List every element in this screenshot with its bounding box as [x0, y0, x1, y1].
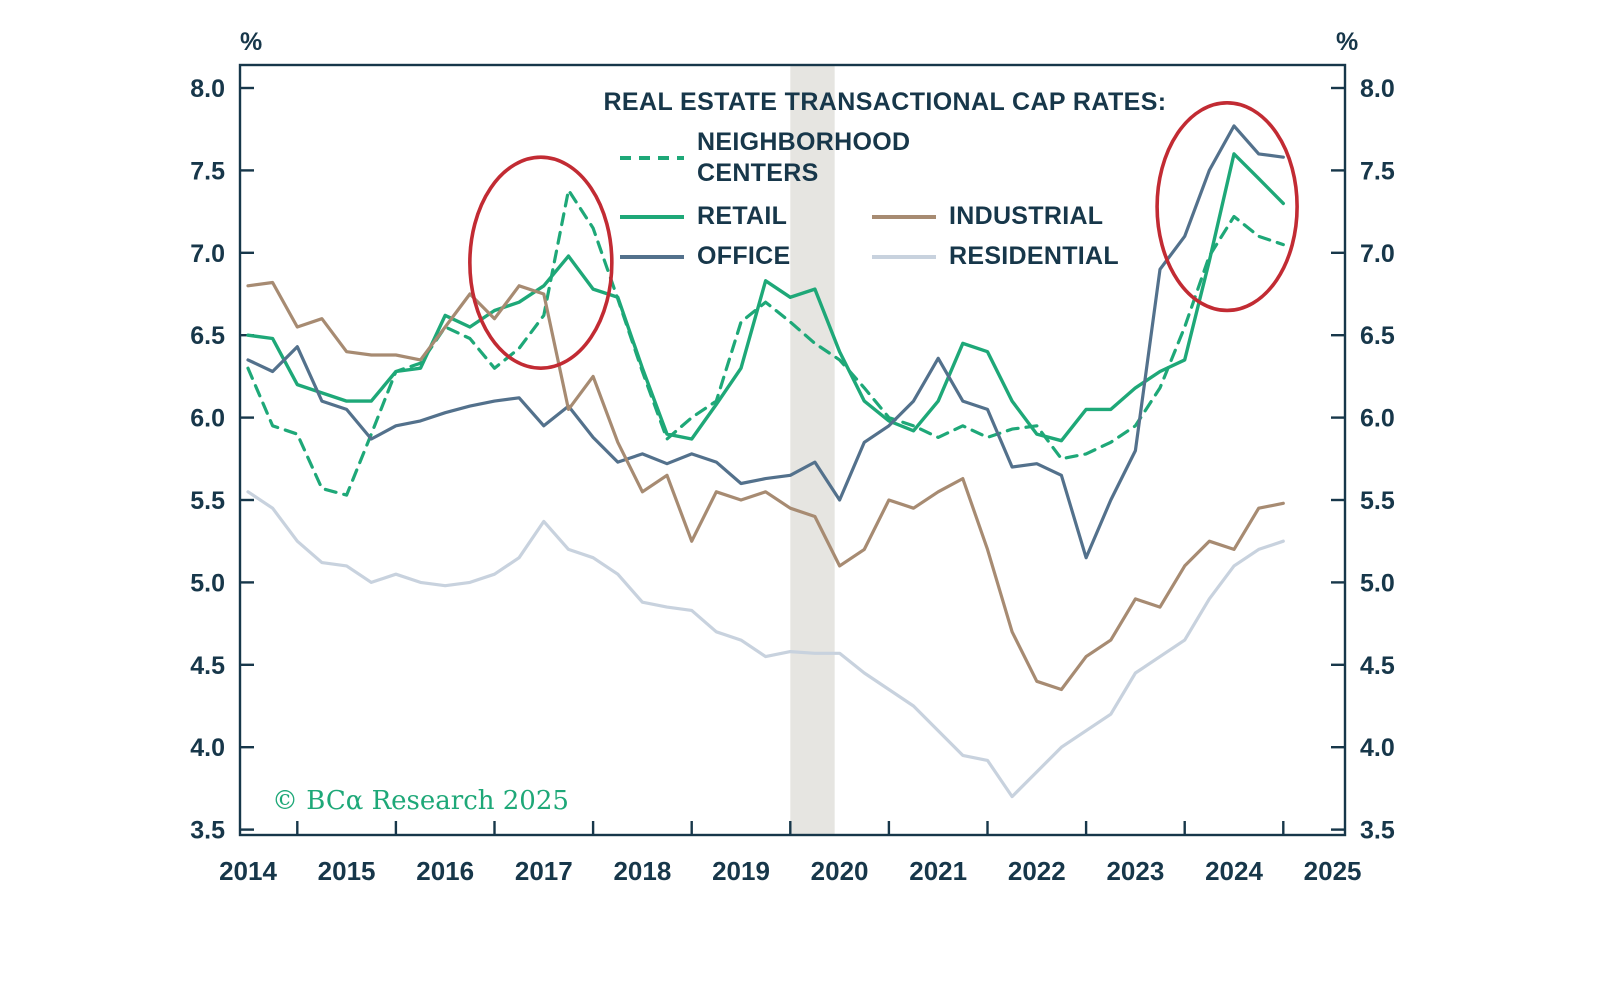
- svg-text:2022: 2022: [1008, 856, 1066, 886]
- legend-swatch-neighborhood-centers-dashed-line: [620, 156, 684, 160]
- svg-text:5.0: 5.0: [1360, 569, 1395, 597]
- y-axis-unit-left: %: [240, 28, 263, 56]
- svg-text:7.0: 7.0: [1360, 240, 1395, 268]
- chart-title: REAL ESTATE TRANSACTIONAL CAP RATES:: [603, 88, 1167, 116]
- svg-text:8.0: 8.0: [190, 75, 225, 103]
- copyright-bca-research: © BCα Research 2025: [272, 786, 569, 816]
- svg-text:2023: 2023: [1106, 856, 1164, 886]
- legend-item-office: OFFICE: [620, 241, 790, 272]
- legend-label-neighborhood-centers: NEIGHBORHOOD CENTERS: [697, 128, 911, 187]
- svg-text:7.5: 7.5: [1360, 157, 1395, 185]
- svg-text:5.0: 5.0: [190, 569, 225, 597]
- legend-label-office: OFFICE: [697, 242, 791, 270]
- svg-text:7.5: 7.5: [190, 157, 225, 185]
- svg-text:6.0: 6.0: [190, 405, 225, 433]
- svg-text:4.0: 4.0: [190, 734, 225, 762]
- svg-text:6.5: 6.5: [190, 322, 225, 350]
- svg-text:7.0: 7.0: [190, 240, 225, 268]
- svg-text:2020: 2020: [811, 856, 869, 886]
- legend-label-residential: RESIDENTIAL: [949, 242, 1119, 270]
- svg-text:2019: 2019: [712, 856, 770, 886]
- legend-item-residential: RESIDENTIAL: [872, 241, 1119, 272]
- legend-swatch-residential-line: [872, 254, 936, 259]
- svg-text:4.5: 4.5: [1360, 652, 1395, 680]
- svg-text:5.5: 5.5: [190, 487, 225, 515]
- legend-swatch-industrial-line: [872, 214, 936, 219]
- legend-item-neighborhood-centers: NEIGHBORHOOD CENTERS: [620, 127, 950, 189]
- svg-text:4.5: 4.5: [190, 652, 225, 680]
- svg-text:6.0: 6.0: [1360, 405, 1395, 433]
- svg-text:3.5: 3.5: [1360, 817, 1395, 845]
- legend-swatch-office-line: [620, 254, 684, 259]
- svg-text:4.0: 4.0: [1360, 734, 1395, 762]
- svg-text:2025: 2025: [1304, 856, 1362, 886]
- svg-text:2024: 2024: [1205, 856, 1263, 886]
- svg-text:2014: 2014: [219, 856, 277, 886]
- svg-text:8.0: 8.0: [1360, 75, 1395, 103]
- legend-label-industrial: INDUSTRIAL: [949, 202, 1104, 230]
- legend-swatch-retail-line: [620, 214, 684, 219]
- svg-text:6.5: 6.5: [1360, 322, 1395, 350]
- y-axis-unit-right: %: [1336, 28, 1359, 56]
- svg-text:2016: 2016: [416, 856, 474, 886]
- svg-text:5.5: 5.5: [1360, 487, 1395, 515]
- legend-item-industrial: INDUSTRIAL: [872, 201, 1103, 232]
- svg-text:2021: 2021: [909, 856, 967, 886]
- legend-item-retail: RETAIL: [620, 201, 787, 232]
- svg-text:3.5: 3.5: [190, 817, 225, 845]
- legend-label-retail: RETAIL: [697, 202, 788, 230]
- svg-text:2018: 2018: [613, 856, 671, 886]
- svg-text:2017: 2017: [515, 856, 573, 886]
- svg-text:2015: 2015: [318, 856, 376, 886]
